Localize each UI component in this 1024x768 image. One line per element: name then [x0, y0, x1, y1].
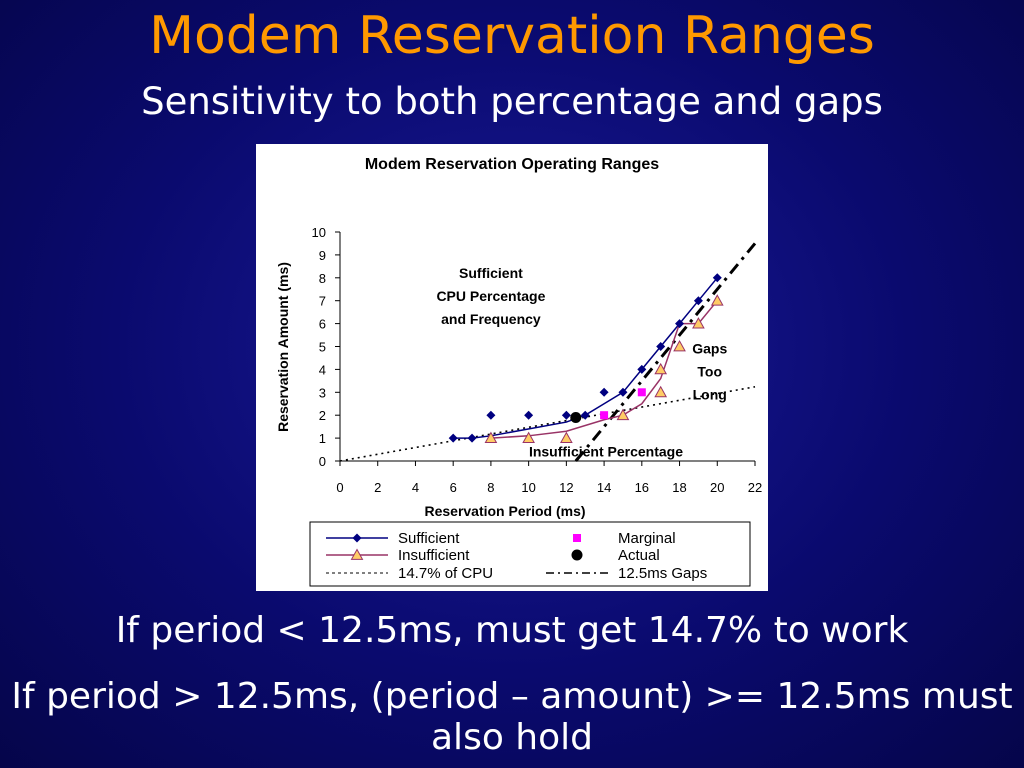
- x-tick-label-4: 8: [487, 480, 494, 495]
- annotation-2: Insufficient Percentage: [529, 443, 683, 459]
- legend-sufficient-label: Sufficient: [398, 530, 460, 547]
- legend-14-7-of-cpu-label: 14.7% of CPU: [398, 565, 493, 582]
- chart-title: Modem Reservation Operating Ranges: [365, 156, 659, 173]
- actual-point-0: [570, 411, 582, 423]
- legend-box: [309, 521, 751, 587]
- bullet-1: If period < 12.5ms, must get 14.7% to wo…: [115, 610, 909, 651]
- x-tick-label-9: 18: [672, 480, 686, 495]
- annotation-2-line-0: Insufficient Percentage: [529, 443, 683, 459]
- x-tick-label-5: 10: [521, 480, 535, 495]
- y-tick-label-5: 5: [319, 340, 326, 355]
- legend-actual-label: Actual: [618, 547, 660, 564]
- sufficient-series-line: [453, 277, 718, 439]
- y-tick-label-6: 6: [319, 317, 326, 332]
- x-axis-title: Reservation Period (ms): [424, 503, 585, 519]
- sufficient-point-2: [486, 410, 496, 420]
- insufficient-series-line: [490, 300, 718, 439]
- marginal-point-0: [600, 411, 609, 420]
- x-tick-label-11: 22: [748, 480, 762, 495]
- legend-marginal-swatch-marker: [573, 534, 581, 542]
- y-tick-label-9: 9: [319, 248, 326, 263]
- chart-svg: Modem Reservation Operating Ranges Reser…: [275, 156, 763, 587]
- y-tick-label-10: 10: [312, 225, 326, 240]
- sufficient-point-12: [712, 273, 722, 283]
- annotation-1: Gaps Too Long: [692, 340, 727, 402]
- sufficient-point-11: [693, 296, 703, 306]
- y-tick-label-8: 8: [319, 271, 326, 286]
- sufficient-point-5: [580, 410, 590, 420]
- annotation-0-line-2: and Frequency: [441, 311, 541, 327]
- annotation-1-line-1: Too: [697, 363, 722, 379]
- insufficient-point-5: [654, 362, 668, 375]
- sufficient-point-0: [448, 433, 458, 443]
- x-tick-label-10: 20: [710, 480, 724, 495]
- annotation-0: Sufficient CPU Percentage and Frequency: [436, 265, 545, 327]
- plot-layer: 0 2 4 6 8 10 12 14 16 18 20 22012345678910Sufficien…: [312, 225, 763, 495]
- insufficient-point-6: [673, 339, 686, 352]
- annotation-1-line-2: Long: [693, 386, 727, 402]
- sufficient-point-8: [637, 364, 647, 374]
- y-tick-label-3: 3: [319, 385, 326, 400]
- annotation-0-line-1: CPU Percentage: [436, 288, 545, 304]
- sufficient-point-10: [675, 319, 685, 329]
- insufficient-point-7: [692, 317, 705, 329]
- insufficient-point-8: [710, 294, 724, 306]
- sufficient-point-4: [561, 410, 571, 420]
- legend-insufficient-swatch-marker: [350, 548, 364, 560]
- annotation-1-line-0: Gaps: [692, 340, 727, 356]
- sufficient-point-1: [467, 433, 477, 443]
- x-tick-label-2: 4: [412, 480, 419, 495]
- bullet-2: If period > 12.5ms, (period – amount) >=…: [11, 676, 1013, 759]
- chart-panel: Modem Reservation Operating Ranges Reser…: [256, 144, 768, 591]
- sufficient-point-9: [656, 342, 666, 351]
- insufficient-point-4: [654, 385, 668, 398]
- y-tick-label-1: 1: [319, 431, 326, 446]
- x-tick-label-1: 2: [374, 480, 381, 495]
- legend-insufficient-label: Insufficient: [398, 547, 470, 564]
- y-tick-label-0: 0: [319, 454, 326, 469]
- x-tick-label-8: 16: [635, 480, 649, 495]
- legend-actual-swatch-marker: [571, 549, 583, 561]
- y-tick-label-2: 2: [319, 408, 326, 423]
- insufficient-point-2: [560, 431, 573, 443]
- x-tick-label-7: 14: [597, 480, 611, 495]
- sufficient-point-6: [599, 387, 609, 397]
- legend-12-5ms-gaps-label: 12.5ms Gaps: [618, 565, 707, 582]
- legend-sufficient-swatch-marker: [352, 533, 362, 543]
- y-tick-label-4: 4: [319, 362, 326, 377]
- y-axis-title: Reservation Amount (ms): [275, 262, 291, 432]
- x-tick-label-6: 12: [559, 480, 573, 495]
- legend-marginal-label: Marginal: [618, 530, 676, 547]
- 12-5ms-gaps-series-line: [574, 242, 757, 462]
- insufficient-point-1: [522, 431, 535, 443]
- y-tick-label-7: 7: [319, 294, 326, 309]
- slide-subtitle: Sensitivity to both percentage and gaps: [141, 80, 883, 123]
- insufficient-point-0: [484, 431, 498, 443]
- sufficient-point-7: [618, 387, 628, 397]
- x-tick-label-3: 6: [450, 480, 457, 495]
- marginal-point-1: [637, 388, 646, 397]
- slide-title: Modem Reservation Ranges: [149, 6, 875, 66]
- insufficient-point-3: [616, 408, 630, 421]
- x-tick-label-0: 0: [336, 480, 343, 495]
- sufficient-point-3: [524, 410, 534, 420]
- 14-7-of-cpu-series-line: [339, 386, 756, 462]
- annotation-0-line-0: Sufficient: [459, 265, 523, 281]
